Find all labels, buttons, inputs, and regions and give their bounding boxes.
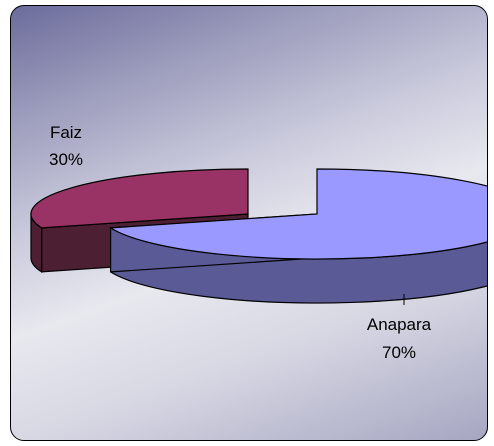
slice-value-anapara: 70% (382, 343, 416, 362)
slice-anapara (108, 168, 487, 260)
labels-layer: Anapara 70% Faiz 30% (49, 123, 432, 362)
chart-frame: Anapara 70% Faiz 30% (10, 5, 488, 441)
slice-label-faiz: Faiz (50, 123, 82, 142)
slice-faiz (30, 168, 249, 229)
slice-value-faiz: 30% (49, 150, 83, 169)
slice-label-anapara: Anapara (367, 315, 432, 334)
slices-layer (30, 168, 487, 304)
pie-chart: Anapara 70% Faiz 30% (30, 123, 487, 362)
